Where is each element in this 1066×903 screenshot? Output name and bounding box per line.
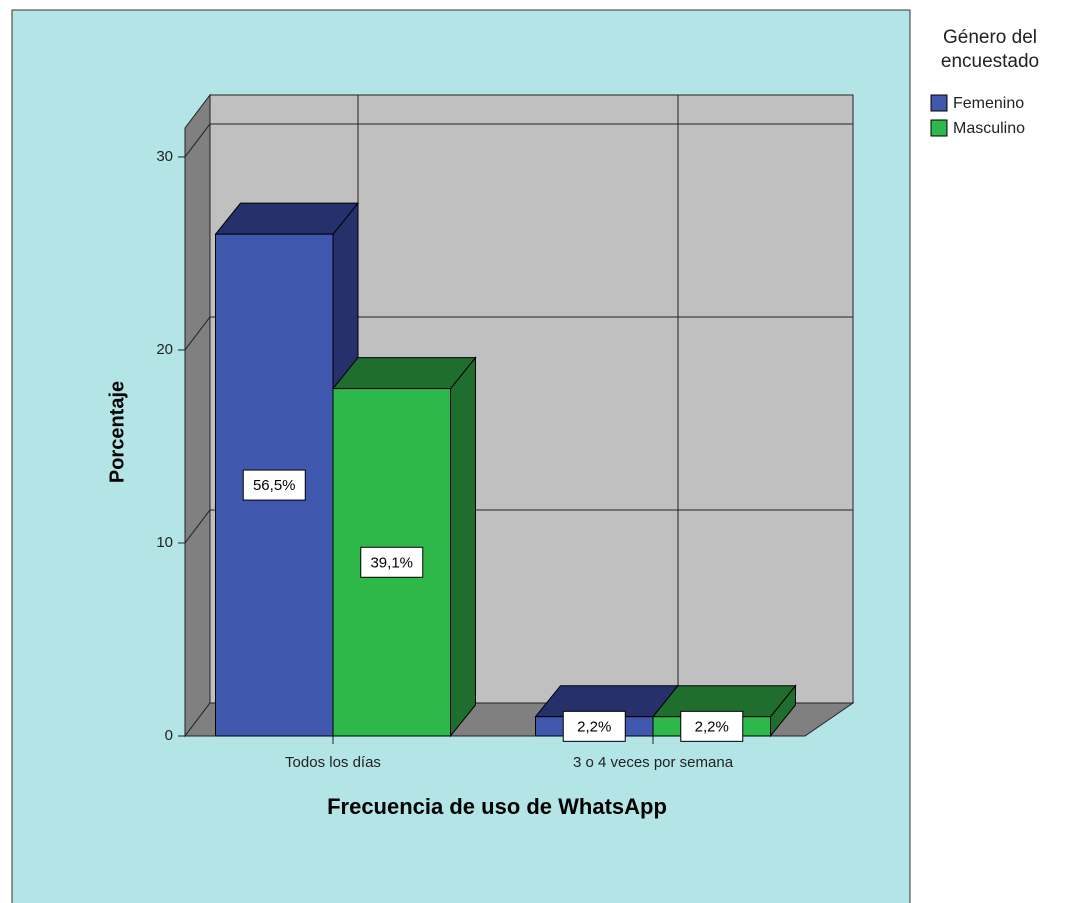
y-tick-label: 30	[156, 148, 173, 165]
value-label: 56,5%	[253, 477, 296, 494]
left-wall	[184, 93, 211, 738]
bar-top	[331, 357, 477, 390]
y-axis-title: Porcentaje	[106, 381, 128, 483]
value-label: 2,2%	[577, 718, 611, 735]
bar-side	[450, 356, 476, 738]
value-label-box	[680, 710, 744, 742]
legend-title: Género del encuestado	[940, 27, 1040, 72]
value-label-box	[242, 469, 306, 501]
x-tick-label: Todos los días	[285, 754, 381, 771]
x-axis-title: Frecuencia de uso de WhatsApp	[327, 794, 667, 819]
value-label-box	[360, 546, 424, 578]
x-tick-label: 3 o 4 veces por semana	[573, 754, 734, 771]
grid-line	[184, 316, 211, 351]
bar-top	[214, 202, 360, 235]
grid-line	[184, 509, 211, 544]
legend-label: Masculino	[953, 120, 1025, 137]
y-tick-label: 10	[156, 534, 173, 551]
value-label: 2,2%	[695, 718, 729, 735]
value-label-box	[562, 710, 626, 742]
y-tick-label: 0	[165, 727, 173, 744]
value-label: 39,1%	[370, 554, 413, 571]
y-tick-label: 20	[156, 341, 173, 358]
legend-swatch	[930, 119, 948, 137]
legend-swatch	[930, 94, 948, 112]
grid-line	[184, 123, 211, 158]
legend-label: Femenino	[953, 95, 1024, 112]
